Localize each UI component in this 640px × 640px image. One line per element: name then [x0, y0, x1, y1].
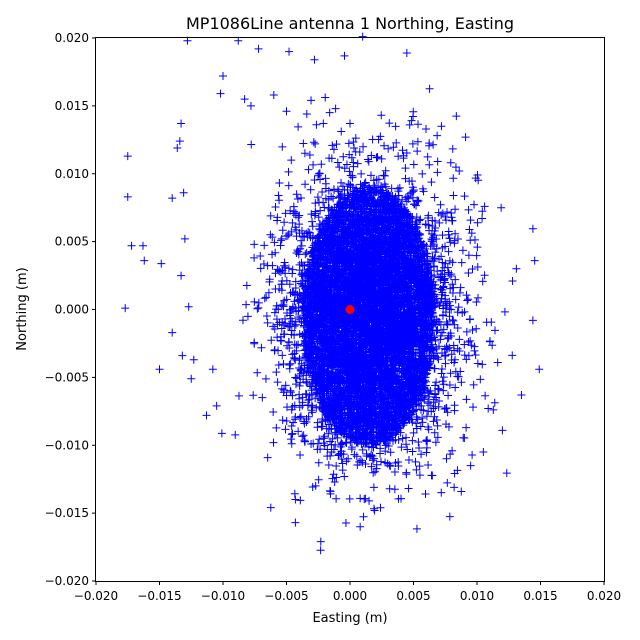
data-point [359, 142, 368, 151]
chart-marks [121, 32, 544, 555]
data-point [449, 191, 458, 200]
data-point [425, 160, 434, 169]
data-point [238, 316, 247, 325]
chart-title: MP1086Line antenna 1 Northing, Easting [186, 14, 514, 33]
